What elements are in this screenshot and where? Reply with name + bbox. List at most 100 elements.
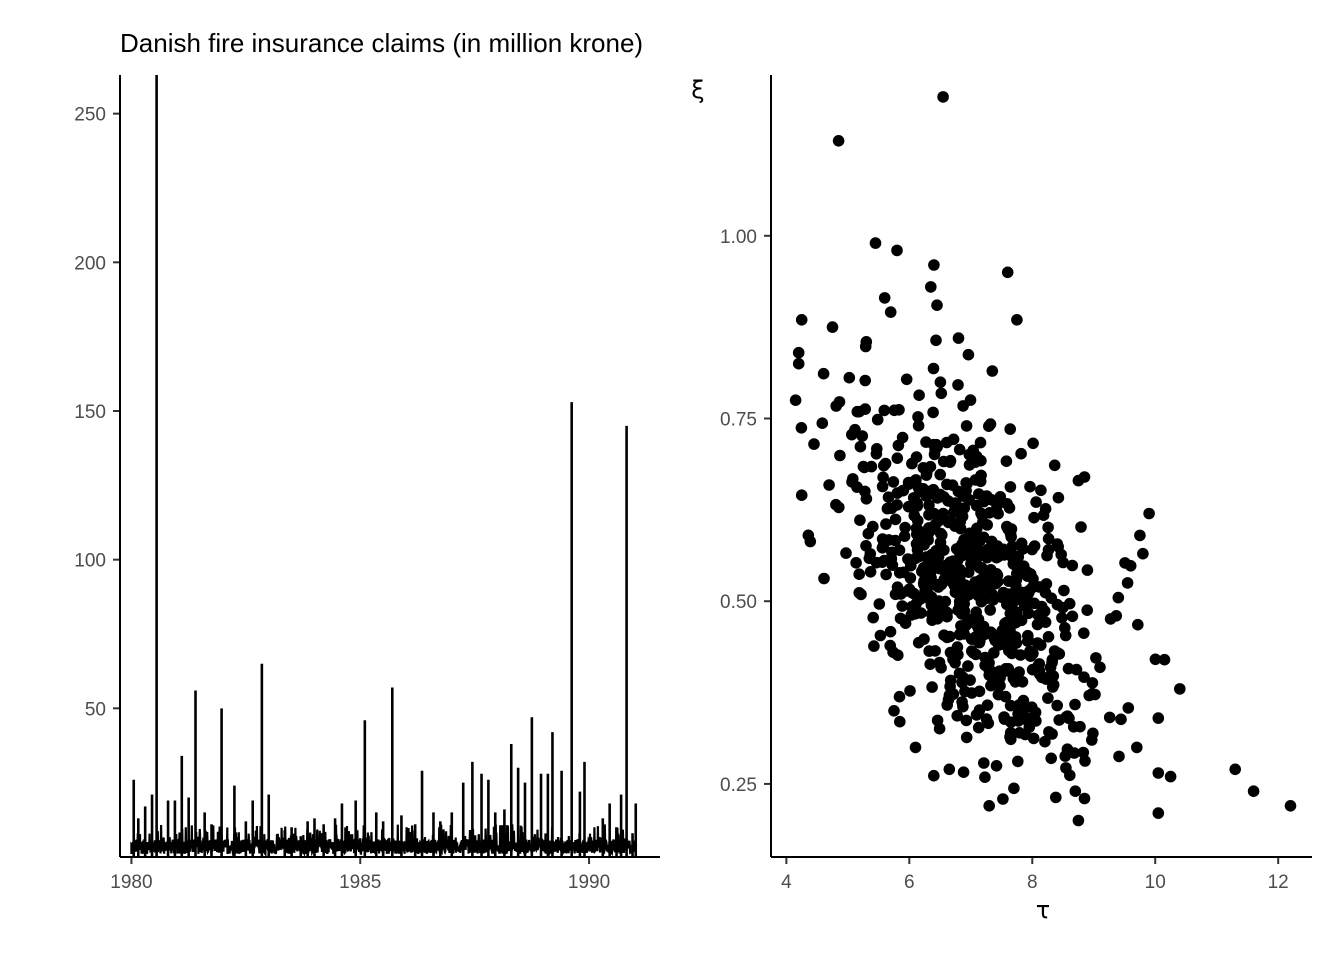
scatter-point	[1078, 627, 1090, 639]
scatter-point	[972, 721, 985, 734]
scatter-point	[1017, 694, 1030, 707]
scatter-point	[960, 714, 973, 727]
scatter-point	[1115, 713, 1127, 726]
scatter-point	[913, 389, 925, 402]
scatter-point	[1022, 595, 1034, 608]
scatter-point	[952, 332, 965, 344]
scatter-point	[931, 299, 943, 312]
scatter-point	[912, 636, 925, 649]
scatter-point	[1104, 613, 1117, 625]
scatter-point	[964, 394, 977, 406]
scatter-point	[1035, 639, 1047, 651]
scatter-point	[795, 422, 808, 434]
scatter-point	[892, 439, 905, 452]
scatter-point	[980, 713, 993, 725]
scatter-point	[1079, 755, 1091, 767]
scatter-point	[859, 374, 871, 387]
scatter-point	[960, 731, 973, 744]
scatter-point	[871, 413, 884, 426]
scatter-point	[1021, 635, 1034, 647]
right-scatter-points	[789, 91, 1297, 827]
scatter-point	[1006, 647, 1018, 660]
scatter-point	[927, 561, 939, 573]
scatter-point	[943, 763, 956, 776]
scatter-point	[874, 629, 887, 642]
scatter-point	[1086, 688, 1098, 700]
scatter-point	[1069, 698, 1081, 711]
scatter-point	[1011, 314, 1023, 326]
scatter-point	[979, 628, 991, 640]
scatter-point	[1021, 566, 1034, 579]
scatter-point	[854, 440, 867, 453]
scatter-point	[891, 452, 904, 465]
scatter-point	[1001, 266, 1014, 279]
scatter-point	[905, 609, 918, 621]
scatter-point	[1078, 471, 1091, 483]
scatter-point	[935, 387, 948, 400]
scatter-point	[876, 480, 889, 493]
scatter-point	[974, 535, 986, 547]
scatter-point	[1042, 544, 1055, 556]
right-y-tick-label: 0.75	[720, 409, 757, 430]
scatter-point	[1081, 604, 1093, 616]
left-timeseries-panel: 1980 1985 1990 50 100 150 200 250	[74, 75, 660, 893]
scatter-point	[1056, 612, 1068, 624]
scatter-point	[954, 516, 966, 528]
scatter-point	[1033, 581, 1045, 593]
scatter-point	[804, 535, 817, 548]
scatter-point	[912, 411, 924, 423]
scatter-point	[888, 705, 900, 717]
left-y-tick-label: 100	[74, 551, 106, 572]
scatter-point	[1027, 732, 1040, 745]
scatter-point	[817, 367, 830, 380]
scatter-point	[1284, 800, 1297, 812]
scatter-point	[1063, 597, 1076, 610]
scatter-point	[927, 362, 940, 375]
scatter-point	[1037, 509, 1050, 521]
scatter-point	[927, 406, 939, 419]
scatter-point	[917, 562, 930, 574]
scatter-point	[818, 572, 830, 585]
scatter-point	[1030, 496, 1042, 508]
scatter-point	[1042, 692, 1054, 704]
scatter-point	[1247, 785, 1260, 797]
scatter-point	[951, 641, 964, 653]
scatter-point	[984, 604, 996, 616]
scatter-point	[892, 649, 904, 661]
scatter-point	[1000, 455, 1013, 468]
scatter-point	[843, 371, 856, 384]
scatter-point	[1008, 782, 1020, 795]
scatter-point	[1074, 720, 1086, 733]
scatter-point	[1052, 491, 1065, 504]
scatter-point	[962, 348, 975, 361]
left-x-tick-label: 1980	[110, 872, 152, 893]
scatter-point	[1072, 814, 1085, 827]
scatter-point	[994, 671, 1006, 684]
scatter-point	[894, 612, 907, 625]
scatter-point	[1052, 647, 1064, 659]
scatter-point	[882, 491, 895, 504]
scatter-point	[795, 314, 808, 326]
scatter-point	[1062, 662, 1075, 675]
scatter-point	[978, 757, 990, 769]
scatter-point	[1050, 791, 1062, 804]
right-x-tick-label: 6	[904, 872, 915, 893]
scatter-point	[930, 334, 942, 347]
scatter-point	[1137, 547, 1149, 560]
scatter-point	[958, 598, 970, 610]
scatter-point	[931, 714, 944, 727]
left-y-tick-label: 200	[74, 253, 106, 274]
scatter-point	[1012, 674, 1025, 686]
scatter-point	[789, 394, 802, 407]
scatter-point	[1006, 540, 1019, 553]
scatter-point	[980, 490, 993, 502]
left-x-tick-label: 1990	[568, 872, 610, 893]
scatter-point	[880, 568, 892, 581]
scatter-point	[893, 690, 906, 703]
scatter-point	[816, 417, 829, 430]
scatter-point	[957, 766, 970, 778]
right-x-axis-title: τ	[1036, 896, 1050, 924]
right-axis-ticks: 4 6 8 10 12 0.25 0.50 0.75 1.00	[720, 227, 1289, 893]
scatter-point	[1038, 605, 1051, 617]
scatter-point	[960, 420, 973, 432]
